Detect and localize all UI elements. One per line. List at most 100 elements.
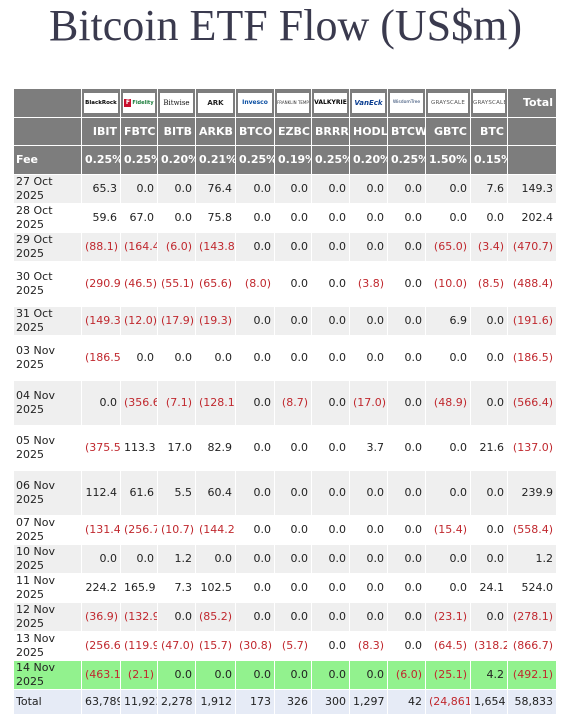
flow-cell: 82.9: [195, 425, 236, 471]
flow-cell: 0.0: [274, 232, 312, 262]
blackrock-logo: BlackRock: [84, 93, 118, 113]
ticker-row-blank: [13, 117, 82, 146]
invesco-logo: Invesco: [238, 93, 272, 113]
flow-cell: 0.0: [311, 573, 350, 603]
flow-cell: 0.0: [425, 573, 471, 603]
totals-row: Total63,78911,9232,2781,9121733263001,29…: [13, 689, 557, 715]
row-total: (278.1): [507, 602, 557, 632]
flow-cell: 3.7: [349, 425, 388, 471]
row-total: (137.0): [507, 425, 557, 471]
flow-cell: (10.0): [425, 261, 471, 307]
row-total: (470.7): [507, 232, 557, 262]
ticker-header: BITB: [157, 117, 196, 146]
flow-cell: 67.0: [120, 203, 158, 233]
fidelity-logo: F Fidelity: [123, 93, 155, 113]
flow-cell: 0.0: [235, 203, 275, 233]
total-column-header: Total: [507, 88, 557, 118]
flow-cell: (30.8): [235, 631, 275, 661]
flow-cell: 0.0: [274, 573, 312, 603]
row-date: 29 Oct 2025: [13, 232, 82, 262]
flow-cell: (8.5): [470, 261, 508, 307]
ticker-row: IBIT FBTC BITB ARKB BTCO EZBC BRRR HODL BTCW GBTC…: [13, 117, 557, 146]
flow-cell: (65.6): [195, 261, 236, 307]
flow-cell: (7.1): [157, 380, 196, 426]
flow-cell: (132.9): [120, 602, 158, 632]
flow-cell: (128.1): [195, 380, 236, 426]
flow-cell: (15.4): [425, 515, 471, 545]
flow-cell: (12.0): [120, 306, 158, 336]
flow-cell: (17.0): [349, 380, 388, 426]
flow-cell: (463.1): [81, 660, 121, 690]
logo-row-blank: [13, 88, 82, 118]
ticker-header: BRRR: [311, 117, 350, 146]
fee-value: 0.15%: [470, 145, 508, 175]
flow-cell: 0.0: [387, 470, 426, 516]
fee-value: 0.25%: [235, 145, 275, 175]
flow-cell: 0.0: [311, 203, 350, 233]
flow-cell: 0.0: [349, 174, 388, 204]
flow-body: 27 Oct 2025 65.3 0.0 0.0 76.4 0.0 0.0 0.0 0.0 0.0…: [13, 174, 557, 715]
flow-cell: 0.0: [387, 380, 426, 426]
flow-cell: 0.0: [120, 335, 158, 381]
flow-cell: 0.0: [157, 203, 196, 233]
flow-cell: 0.0: [349, 470, 388, 516]
row-date: 28 Oct 2025: [13, 203, 82, 233]
row-date: 27 Oct 2025: [13, 174, 82, 204]
row-total: 1.2: [507, 544, 557, 574]
flow-cell: 0.0: [311, 425, 350, 471]
column-total: 300: [311, 689, 350, 715]
row-total: (488.4): [507, 261, 557, 307]
flow-cell: (48.9): [425, 380, 471, 426]
flow-cell: 60.4: [195, 470, 236, 516]
flow-cell: 0.0: [311, 380, 350, 426]
row-date: 07 Nov 2025: [13, 515, 82, 545]
flow-cell: 0.0: [470, 602, 508, 632]
flow-cell: 0.0: [425, 470, 471, 516]
column-total: 63,789: [81, 689, 121, 715]
flow-cell: 0.0: [157, 335, 196, 381]
flow-cell: 0.0: [235, 660, 275, 690]
flow-cell: 0.0: [274, 174, 312, 204]
flow-cell: 0.0: [387, 306, 426, 336]
flow-cell: 0.0: [387, 573, 426, 603]
flow-cell: 0.0: [387, 631, 426, 661]
vaneck-logo: VanEck: [352, 93, 385, 113]
flow-cell: 0.0: [311, 261, 350, 307]
fee-value: 0.25%: [311, 145, 350, 175]
row-total: (566.4): [507, 380, 557, 426]
flow-cell: 0.0: [274, 425, 312, 471]
flow-cell: 0.0: [235, 335, 275, 381]
flow-cell: 0.0: [235, 544, 275, 574]
fee-value: 0.25%: [120, 145, 158, 175]
flow-cell: 0.0: [274, 261, 312, 307]
flow-cell: 0.0: [311, 631, 350, 661]
chart-title: Bitcoin ETF Flow (US$m): [48, 1, 523, 50]
flow-cell: (64.5): [425, 631, 471, 661]
ticker-header: GBTC: [425, 117, 471, 146]
flow-cell: (356.6): [120, 380, 158, 426]
bitwise-logo: Bitwise: [160, 93, 193, 113]
flow-cell: 0.0: [157, 174, 196, 204]
flow-cell: 0.0: [425, 425, 471, 471]
flow-cell: 6.9: [425, 306, 471, 336]
flow-cell: 0.0: [387, 544, 426, 574]
flow-cell: 0.0: [235, 602, 275, 632]
flow-cell: (85.2): [195, 602, 236, 632]
flow-cell: 0.0: [311, 232, 350, 262]
flow-cell: (149.3): [81, 306, 121, 336]
row-total: (866.7): [507, 631, 557, 661]
flow-cell: 0.0: [349, 306, 388, 336]
row-total: (492.1): [507, 660, 557, 690]
flow-cell: 21.6: [470, 425, 508, 471]
flow-cell: (375.5): [81, 425, 121, 471]
table-row: 29 Oct 2025(88.1)(164.4)(6.0)(143.8)0.00…: [13, 232, 557, 262]
table-row: 31 Oct 2025(149.3)(12.0)(17.9)(19.3)0.00…: [13, 306, 557, 336]
flow-cell: 65.3: [81, 174, 121, 204]
flow-cell: 0.0: [235, 425, 275, 471]
fee-row-total-blank: [507, 145, 557, 175]
flow-cell: 224.2: [81, 573, 121, 603]
flow-cell: 0.0: [274, 515, 312, 545]
flow-cell: 0.0: [425, 174, 471, 204]
flow-cell: 0.0: [425, 544, 471, 574]
flow-cell: 0.0: [349, 232, 388, 262]
